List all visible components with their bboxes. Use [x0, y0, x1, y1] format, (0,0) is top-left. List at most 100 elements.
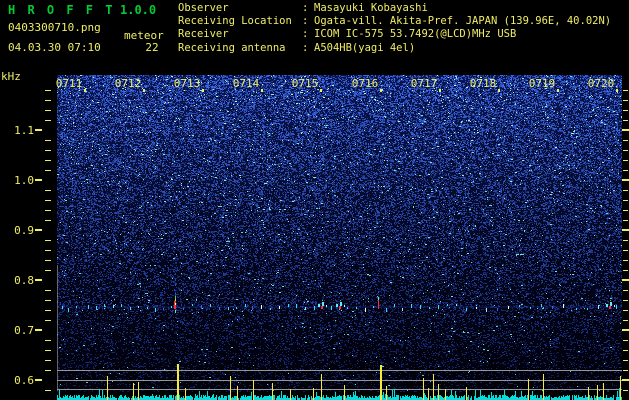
y-axis-right-minor-tick [623, 390, 628, 391]
y-axis-right-minor-tick [623, 170, 628, 171]
spectrogram-canvas [57, 75, 622, 400]
y-axis-minor-tick [45, 350, 51, 351]
y-axis-minor-tick [45, 260, 51, 261]
y-axis-tick-label: 1.0 [14, 174, 34, 187]
info-row-observer: Observer: Masayuki Kobayashi [178, 2, 611, 15]
y-axis-major-tick [35, 329, 42, 331]
info-colon: : [302, 2, 309, 14]
y-axis-minor-tick [45, 110, 51, 111]
info-row-location: Receiving Location: Ogata-vill. Akita-Pre… [178, 15, 611, 28]
y-axis-right-minor-tick [623, 360, 628, 361]
y-axis-right-major-tick [622, 279, 629, 281]
y-axis-minor-tick [45, 290, 51, 291]
output-filename: 0403300710.png [8, 21, 101, 34]
x-axis-tick [202, 89, 204, 92]
y-axis-right-major-tick [622, 129, 629, 131]
y-axis-right-major-tick [622, 329, 629, 331]
y-axis-right-major-tick [622, 179, 629, 181]
y-axis-minor-tick [45, 100, 51, 101]
y-axis-minor-tick [45, 240, 51, 241]
y-axis-major-tick [35, 179, 42, 181]
meteor-count: 22 [145, 41, 159, 54]
info-value: Ogata-vill. Akita-Pref. JAPAN (139.96E, … [314, 15, 612, 28]
y-axis-minor-tick [45, 390, 51, 391]
y-axis-right-minor-tick [623, 370, 628, 371]
x-axis-tick-label: 0717 [410, 77, 438, 90]
y-axis-right-minor-tick [623, 270, 628, 271]
x-axis-tick [380, 89, 382, 92]
x-axis-tick [498, 89, 500, 92]
y-axis-right-minor-tick [623, 320, 628, 321]
y-axis-right-minor-tick [623, 350, 628, 351]
y-axis-major-tick [35, 229, 42, 231]
y-axis-minor-tick [45, 220, 51, 221]
x-axis-tick [84, 89, 86, 92]
y-axis-minor-tick [45, 250, 51, 251]
y-axis-right-minor-tick [623, 150, 628, 151]
y-axis-right-minor-tick [623, 290, 628, 291]
y-axis-tick-label: 1.1 [14, 124, 34, 137]
y-axis-minor-tick [45, 270, 51, 271]
y-axis-right-minor-tick [623, 300, 628, 301]
x-axis-tick-label: 0716 [351, 77, 379, 90]
y-axis-minor-tick [45, 340, 51, 341]
y-axis-right-minor-tick [623, 240, 628, 241]
y-axis-major-tick [35, 379, 42, 381]
y-axis-right-minor-tick [623, 340, 628, 341]
x-axis-tick [557, 89, 559, 92]
x-axis-tick [439, 89, 441, 92]
app-title: H R O F F T [8, 3, 115, 17]
x-axis-tick-label: 0711 [55, 77, 83, 90]
y-axis-right-major-tick [622, 229, 629, 231]
y-axis-tick-label: 0.7 [14, 324, 34, 337]
y-axis-minor-tick [45, 320, 51, 321]
info-row-receiver: Receiver: ICOM IC-575 53.7492(@LCD)MHz US… [178, 28, 611, 41]
y-axis-minor-tick [45, 120, 51, 121]
x-axis-tick-label: 0720 [587, 77, 615, 90]
info-row-antenna: Receiving antenna: A504HB(yagi 4el) [178, 42, 611, 55]
y-axis-tick-label: 0.8 [14, 274, 34, 287]
x-axis-tick [616, 89, 618, 92]
y-axis-right-minor-tick [623, 110, 628, 111]
y-axis-major-tick [35, 129, 42, 131]
y-axis-right-minor-tick [623, 100, 628, 101]
y-axis-right-minor-tick [623, 260, 628, 261]
y-axis-right-minor-tick [623, 310, 628, 311]
y-axis-minor-tick [45, 310, 51, 311]
x-axis-tick-label: 0712 [114, 77, 142, 90]
y-axis-right-minor-tick [623, 190, 628, 191]
y-axis-major-tick [35, 279, 42, 281]
x-axis-tick-label: 0718 [469, 77, 497, 90]
info-value: A504HB(yagi 4el) [314, 41, 416, 54]
y-axis-tick-label: 0.9 [14, 224, 34, 237]
x-axis-tick-label: 0719 [528, 77, 556, 90]
y-axis-right-minor-tick [623, 210, 628, 211]
x-axis-tick-label: 0715 [291, 77, 319, 90]
y-axis-minor-tick [45, 140, 51, 141]
y-axis-minor-tick [45, 90, 51, 91]
y-axis-unit-label: kHz [1, 70, 21, 83]
y-axis-right-minor-tick [623, 120, 628, 121]
info-label: Observer [178, 2, 229, 14]
y-axis-minor-tick [45, 170, 51, 171]
info-label: Receiving Location [178, 15, 292, 28]
y-axis-minor-tick [45, 360, 51, 361]
app-version: 1.0.0 [120, 3, 157, 17]
y-axis-right-minor-tick [623, 220, 628, 221]
mode-label: meteor [124, 29, 164, 42]
y-axis-minor-tick [45, 190, 51, 191]
y-axis-minor-tick [45, 200, 51, 201]
y-axis-right-minor-tick [623, 250, 628, 251]
y-axis-right-minor-tick [623, 200, 628, 201]
info-value: Masayuki Kobayashi [314, 2, 428, 14]
y-axis-right-minor-tick [623, 90, 628, 91]
x-axis-tick-label: 0713 [173, 77, 201, 90]
info-colon: : [302, 28, 309, 41]
y-axis-minor-tick [45, 150, 51, 151]
station-info: Observer: Masayuki Kobayashi Receiving Lo… [178, 2, 611, 55]
info-colon: : [302, 15, 309, 28]
info-label: Receiver [178, 28, 229, 41]
y-axis-tick-label: 0.6 [14, 374, 34, 387]
info-value: ICOM IC-575 53.7492(@LCD)MHz USB [314, 28, 517, 41]
y-axis-minor-tick [45, 300, 51, 301]
